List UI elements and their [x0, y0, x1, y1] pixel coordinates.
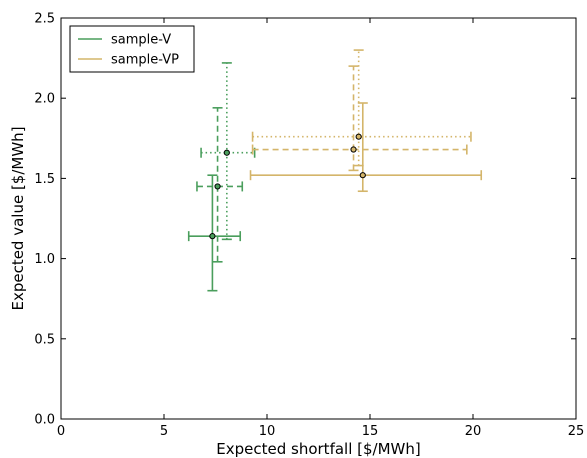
data-point: [355, 133, 362, 140]
y-tick-label: 1.0: [34, 252, 55, 267]
data-point: [214, 183, 221, 190]
legend-box: [69, 25, 195, 73]
data-point: [359, 172, 366, 179]
errorbar-point: [187, 174, 242, 292]
y-tick-label: 0.5: [34, 332, 55, 347]
data-point: [350, 146, 357, 153]
y-tick-label: 1.5: [34, 172, 55, 187]
chart-marks: [187, 49, 483, 292]
x-tick-label: 25: [568, 424, 585, 439]
data-point: [209, 233, 216, 240]
errorbar-point: [200, 62, 256, 241]
x-axis-label: Expected shortfall [$/MWh]: [216, 440, 420, 458]
legend-label: sample-VP: [111, 53, 179, 68]
x-tick-label: 5: [160, 424, 168, 439]
y-tick-label: 2.5: [34, 12, 55, 27]
y-axis-label: Expected value [$/MWh]: [9, 126, 27, 310]
x-tick-label: 0: [57, 424, 65, 439]
axes: 0 5 10 15 20 25 0.0 0.5 1.0 1.5 2.0 2.5: [34, 12, 584, 440]
x-tick-label: 15: [362, 424, 379, 439]
errorbar-point: [196, 107, 244, 263]
plot-frame: [60, 17, 577, 420]
y-tick-label: 2.0: [34, 92, 55, 107]
x-tick-label: 10: [259, 424, 276, 439]
legend-label: sample-V: [111, 33, 171, 48]
errorbar-point: [251, 49, 472, 167]
errorbar-point: [251, 65, 468, 172]
y-tick-label: 0.0: [34, 413, 55, 428]
legend: sample-V sample-VP: [69, 25, 195, 73]
x-tick-label: 20: [465, 424, 482, 439]
errorbar-point: [249, 102, 483, 193]
data-point: [223, 149, 230, 156]
